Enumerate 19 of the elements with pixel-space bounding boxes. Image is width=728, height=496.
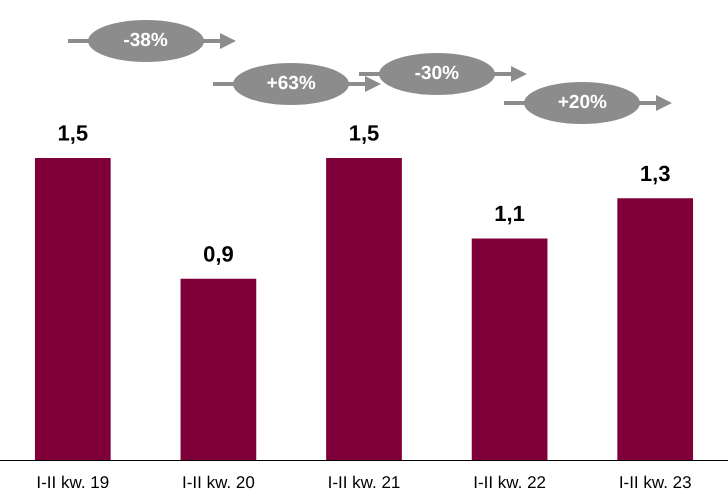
x-tick-label: I-II kw. 20 <box>182 473 255 492</box>
text: +63% <box>233 63 350 105</box>
data-label: 1,3 <box>640 160 670 186</box>
bar <box>34 158 111 460</box>
data-label: 1,1 <box>494 201 525 226</box>
x-tick-label: I-II kw. 21 <box>328 473 400 492</box>
bar <box>180 278 256 460</box>
x-tick-label: I-II kw. 22 <box>473 473 546 492</box>
data-label: 0,9 <box>203 241 234 266</box>
bar <box>326 158 402 460</box>
text: -30% <box>378 53 495 95</box>
x-tick-label: I-II kw. 19 <box>36 473 110 492</box>
text: +20% <box>524 82 640 124</box>
text: -38% <box>88 20 204 62</box>
bar <box>472 238 548 460</box>
data-label: 1,5 <box>348 120 380 146</box>
x-tick-label: I-II kw. 23 <box>618 473 692 492</box>
data-label: 1,5 <box>58 120 88 146</box>
bar <box>617 198 694 460</box>
